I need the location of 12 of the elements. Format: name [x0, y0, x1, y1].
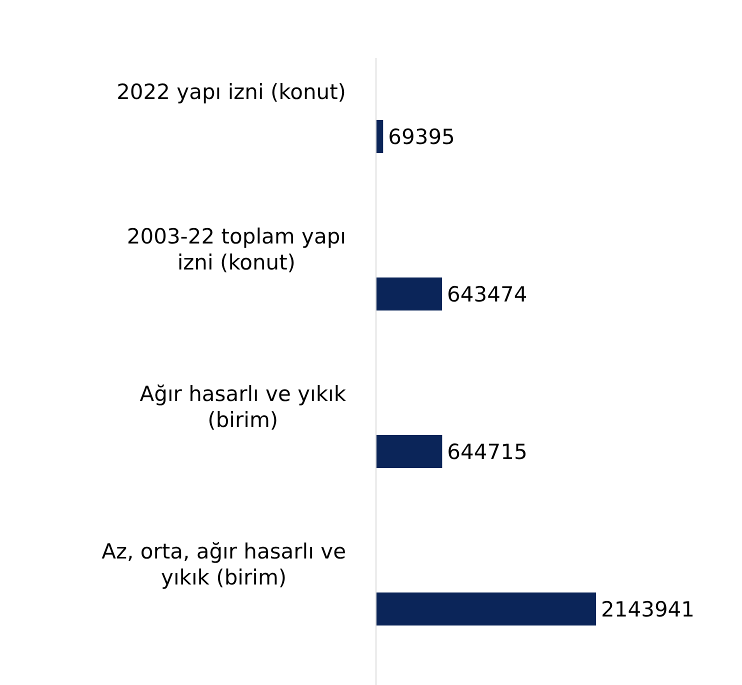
data-label: 644715	[447, 440, 528, 464]
y-tick-label: Ağır hasarlı ve yıkık (birim)	[140, 382, 347, 432]
bar	[376, 592, 596, 626]
data-label: 69395	[388, 124, 455, 149]
y-tick-label: Az, orta, ağır hasarlı ve yıkık (birim)	[102, 539, 346, 590]
bar	[376, 278, 442, 310]
data-label: 2143941	[601, 597, 695, 622]
bar	[376, 120, 384, 153]
y-tick-label: 2003-22 toplam yapı izni (konut)	[126, 224, 346, 275]
bar	[376, 435, 442, 468]
y-tick-label: 2022 yapı izni (konut)	[116, 80, 346, 104]
data-label: 643474	[447, 282, 528, 306]
